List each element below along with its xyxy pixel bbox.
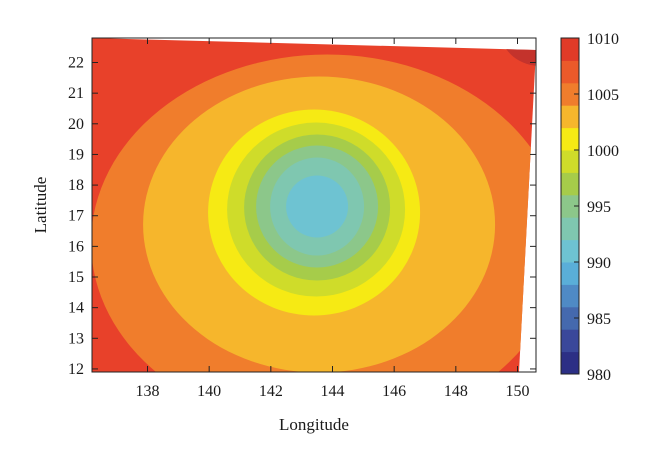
x-tick-label-150: 150 [506, 383, 530, 400]
colorbar-label-995: 995 [587, 199, 611, 216]
x-axis: 138 140 142 144 146 148 150 [136, 38, 530, 400]
colorbar-label-1005: 1005 [587, 87, 619, 104]
contour-band-990-992 [286, 175, 349, 238]
colorbar-swatch-992 [561, 217, 579, 241]
colorbar-swatch-994 [561, 194, 579, 218]
x-tick-label-140: 140 [197, 383, 221, 400]
x-tick-label-148: 148 [444, 383, 468, 400]
x-tick-label-142: 142 [259, 383, 283, 400]
y-axis: 12 13 14 15 16 17 18 19 20 21 22 [68, 55, 536, 378]
colorbar-label-990: 990 [587, 255, 611, 272]
colorbar-label-980: 980 [587, 367, 611, 384]
contour-corner-max [501, 38, 536, 67]
colorbar-swatch-982 [561, 329, 579, 353]
x-tick-label-146: 146 [382, 383, 406, 400]
y-tick-label-13: 13 [68, 330, 84, 347]
colorbar-swatch-1000 [561, 127, 579, 151]
y-tick-label-20: 20 [68, 116, 84, 133]
colorbar-swatch-1004 [561, 82, 579, 106]
y-tick-label-14: 14 [68, 300, 84, 317]
colorbar-swatch-1002 [561, 105, 579, 129]
colorbar-label-1000: 1000 [587, 143, 619, 160]
colorbar-swatch-998 [561, 150, 579, 173]
colorbar: 980 985 990 995 1000 1005 1010 [560, 31, 619, 384]
y-tick-label-16: 16 [68, 238, 84, 255]
contour-field [92, 38, 536, 372]
y-tick-label-21: 21 [68, 85, 84, 102]
colorbar-swatch-996 [561, 172, 579, 196]
x-axis-title: Longitude [279, 415, 349, 434]
colorbar-swatch-986 [561, 284, 579, 308]
colorbar-swatch-1006 [561, 60, 579, 84]
y-tick-label-15: 15 [68, 269, 84, 286]
y-tick-label-22: 22 [68, 55, 84, 72]
colorbar-swatch-1008 [561, 38, 579, 61]
x-tick-label-138: 138 [136, 383, 160, 400]
colorbar-swatch-980 [561, 351, 579, 375]
colorbar-swatch-984 [561, 306, 579, 330]
colorbar-label-985: 985 [587, 311, 611, 328]
y-tick-label-18: 18 [68, 177, 84, 194]
x-tick-label-144: 144 [321, 383, 345, 400]
colorbar-swatch-988 [561, 262, 579, 285]
y-tick-label-19: 19 [68, 146, 84, 163]
plot-frame [91, 37, 537, 373]
colorbar-swatch-990 [561, 239, 579, 263]
y-tick-label-12: 12 [68, 361, 84, 378]
y-tick-label-17: 17 [68, 208, 84, 225]
y-axis-title: Latitude [31, 177, 50, 234]
colorbar-label-1010: 1010 [587, 31, 619, 48]
